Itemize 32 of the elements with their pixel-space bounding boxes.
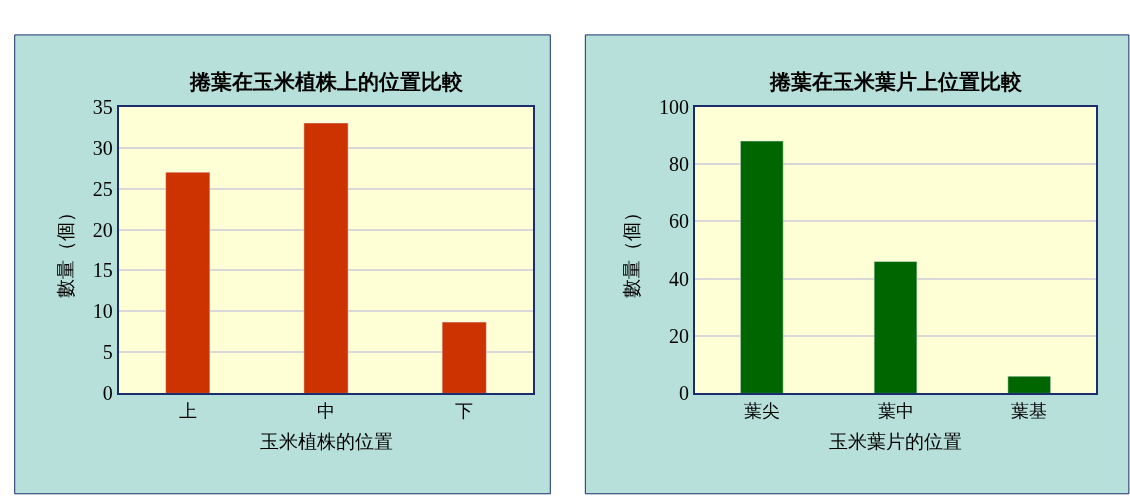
x-tick-label: 下 <box>455 401 474 421</box>
y-tick-label: 15 <box>92 259 113 282</box>
y-tick-label: 0 <box>102 382 113 405</box>
y-tick-label: 20 <box>92 218 113 241</box>
bar <box>740 140 784 394</box>
y-tick-label: 40 <box>668 267 689 290</box>
x-tick-label: 上 <box>178 401 197 421</box>
x-tick-label: 葉基 <box>1011 401 1048 421</box>
chart-title: 捲葉在玉米植株上的位置比較 <box>189 70 464 94</box>
bar <box>441 321 487 394</box>
bar <box>1007 375 1051 394</box>
x-axis-title: 玉米葉片的位置 <box>829 431 963 453</box>
y-tick-label: 0 <box>678 382 689 405</box>
x-tick-label: 中 <box>317 401 335 421</box>
y-tick-label: 10 <box>92 300 113 323</box>
chart-title: 捲葉在玉米葉片上位置比較 <box>769 70 1023 94</box>
bar <box>165 171 211 394</box>
y-tick-label: 25 <box>92 177 113 200</box>
bar <box>303 122 349 394</box>
y-tick-label: 60 <box>668 210 689 233</box>
x-tick-label: 葉尖 <box>743 401 780 421</box>
x-axis-title: 玉米植株的位置 <box>259 431 393 453</box>
y-tick-label: 35 <box>92 95 113 118</box>
y-tick-label: 30 <box>92 136 113 159</box>
y-tick-label: 80 <box>668 152 689 175</box>
y-tick-label: 20 <box>668 325 689 348</box>
bar <box>873 261 918 394</box>
y-tick-label: 100 <box>658 95 689 118</box>
y-tick-label: 5 <box>102 341 113 364</box>
y-axis-title: 數量（個） <box>621 202 643 298</box>
y-axis-title: 數量（個） <box>55 202 76 298</box>
x-tick-label: 葉中 <box>877 401 914 421</box>
